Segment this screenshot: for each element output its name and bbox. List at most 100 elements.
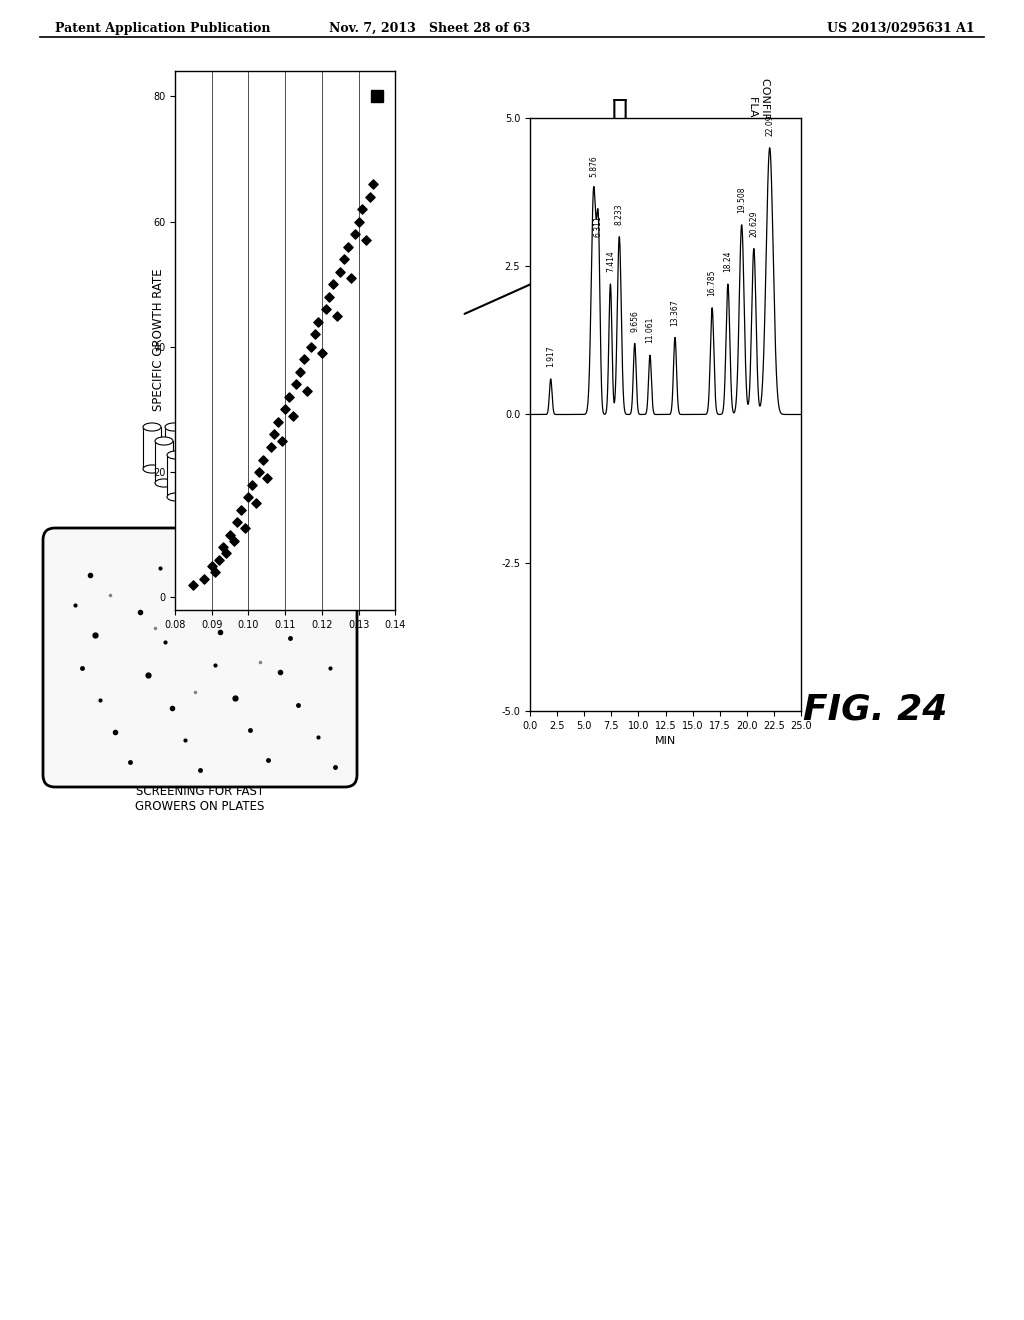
Point bbox=[281, 387, 297, 408]
Point bbox=[259, 467, 275, 488]
Point bbox=[288, 374, 304, 395]
Point bbox=[292, 362, 308, 383]
Ellipse shape bbox=[267, 465, 285, 473]
Bar bbox=[167, 455, 185, 498]
Ellipse shape bbox=[199, 437, 217, 445]
Point bbox=[295, 348, 311, 370]
Point bbox=[229, 512, 246, 533]
Text: 8.233: 8.233 bbox=[614, 203, 624, 224]
Point bbox=[317, 298, 334, 319]
Text: SPECIFIC GROWTH RATE: SPECIFIC GROWTH RATE bbox=[152, 269, 165, 412]
Text: 11.061: 11.061 bbox=[645, 317, 654, 343]
Point bbox=[303, 337, 319, 358]
Point bbox=[313, 342, 330, 363]
Bar bbox=[223, 469, 241, 511]
Bar bbox=[209, 426, 227, 469]
Ellipse shape bbox=[179, 507, 197, 515]
Bar bbox=[267, 469, 285, 511]
Point bbox=[248, 492, 264, 513]
Ellipse shape bbox=[213, 521, 231, 529]
Point bbox=[185, 574, 202, 595]
Ellipse shape bbox=[187, 422, 205, 432]
Ellipse shape bbox=[191, 521, 209, 529]
Point bbox=[325, 273, 341, 294]
Text: 20.629: 20.629 bbox=[750, 210, 759, 236]
Point bbox=[306, 323, 323, 345]
Point bbox=[322, 286, 338, 308]
Bar bbox=[234, 483, 253, 525]
Text: 5.876: 5.876 bbox=[589, 156, 598, 177]
Ellipse shape bbox=[199, 479, 217, 487]
Text: 1.917: 1.917 bbox=[546, 346, 555, 367]
Ellipse shape bbox=[165, 465, 183, 473]
Ellipse shape bbox=[187, 465, 205, 473]
Text: Nov. 7, 2013   Sheet 28 of 63: Nov. 7, 2013 Sheet 28 of 63 bbox=[330, 22, 530, 36]
Bar bbox=[245, 469, 263, 511]
Ellipse shape bbox=[245, 507, 263, 515]
Point bbox=[237, 517, 253, 539]
Ellipse shape bbox=[209, 465, 227, 473]
Text: 13.367: 13.367 bbox=[671, 298, 680, 326]
Ellipse shape bbox=[211, 492, 229, 502]
Ellipse shape bbox=[234, 521, 253, 529]
Point bbox=[204, 556, 220, 577]
Ellipse shape bbox=[234, 479, 253, 487]
Point bbox=[285, 405, 301, 426]
Point bbox=[241, 487, 257, 508]
Ellipse shape bbox=[243, 479, 261, 487]
Point bbox=[207, 562, 223, 583]
Bar bbox=[165, 426, 183, 469]
Point bbox=[244, 474, 260, 495]
Bar bbox=[191, 483, 209, 525]
Ellipse shape bbox=[177, 479, 195, 487]
Ellipse shape bbox=[279, 479, 297, 487]
Ellipse shape bbox=[201, 465, 219, 473]
Ellipse shape bbox=[233, 451, 251, 459]
Ellipse shape bbox=[267, 507, 285, 515]
Ellipse shape bbox=[223, 465, 241, 473]
Bar bbox=[201, 469, 219, 511]
Ellipse shape bbox=[179, 465, 197, 473]
Ellipse shape bbox=[165, 422, 183, 432]
Point bbox=[339, 236, 355, 257]
Ellipse shape bbox=[223, 507, 241, 515]
Ellipse shape bbox=[231, 422, 249, 432]
Ellipse shape bbox=[255, 492, 273, 502]
Text: US 2013/0295631 A1: US 2013/0295631 A1 bbox=[827, 22, 975, 36]
Ellipse shape bbox=[221, 437, 239, 445]
Ellipse shape bbox=[189, 451, 207, 459]
Ellipse shape bbox=[201, 507, 219, 515]
Bar bbox=[155, 441, 173, 483]
Point bbox=[211, 549, 227, 570]
Text: FIG. 24: FIG. 24 bbox=[803, 693, 947, 727]
Bar bbox=[199, 441, 217, 483]
Point bbox=[354, 198, 371, 219]
Point bbox=[310, 312, 327, 333]
Bar bbox=[279, 483, 297, 525]
Ellipse shape bbox=[143, 422, 161, 432]
Ellipse shape bbox=[209, 422, 227, 432]
Point bbox=[343, 268, 359, 289]
Text: 19.508: 19.508 bbox=[737, 186, 746, 213]
Bar bbox=[213, 483, 231, 525]
Point bbox=[269, 412, 286, 433]
Ellipse shape bbox=[233, 492, 251, 502]
Ellipse shape bbox=[245, 465, 263, 473]
Text: SCREENING FOR FAST
GROWERS ON PLATES: SCREENING FOR FAST GROWERS ON PLATES bbox=[135, 785, 264, 813]
Ellipse shape bbox=[167, 451, 185, 459]
Point bbox=[332, 261, 348, 282]
Point bbox=[273, 430, 290, 451]
Text: CONFIRM MUTANTS IN
FLASK CULTURE: CONFIRM MUTANTS IN FLASK CULTURE bbox=[748, 78, 770, 202]
Bar bbox=[177, 441, 195, 483]
Text: CONFIRM
GROWTH IN TUBE
CULTURE: CONFIRM GROWTH IN TUBE CULTURE bbox=[215, 337, 314, 370]
Point bbox=[215, 537, 231, 558]
Text: 22.09: 22.09 bbox=[765, 115, 774, 136]
Ellipse shape bbox=[257, 479, 275, 487]
FancyBboxPatch shape bbox=[43, 528, 357, 787]
Point bbox=[361, 186, 378, 207]
Point bbox=[369, 86, 385, 107]
Ellipse shape bbox=[167, 492, 185, 502]
Point bbox=[218, 543, 234, 564]
Ellipse shape bbox=[213, 479, 231, 487]
Ellipse shape bbox=[231, 465, 249, 473]
